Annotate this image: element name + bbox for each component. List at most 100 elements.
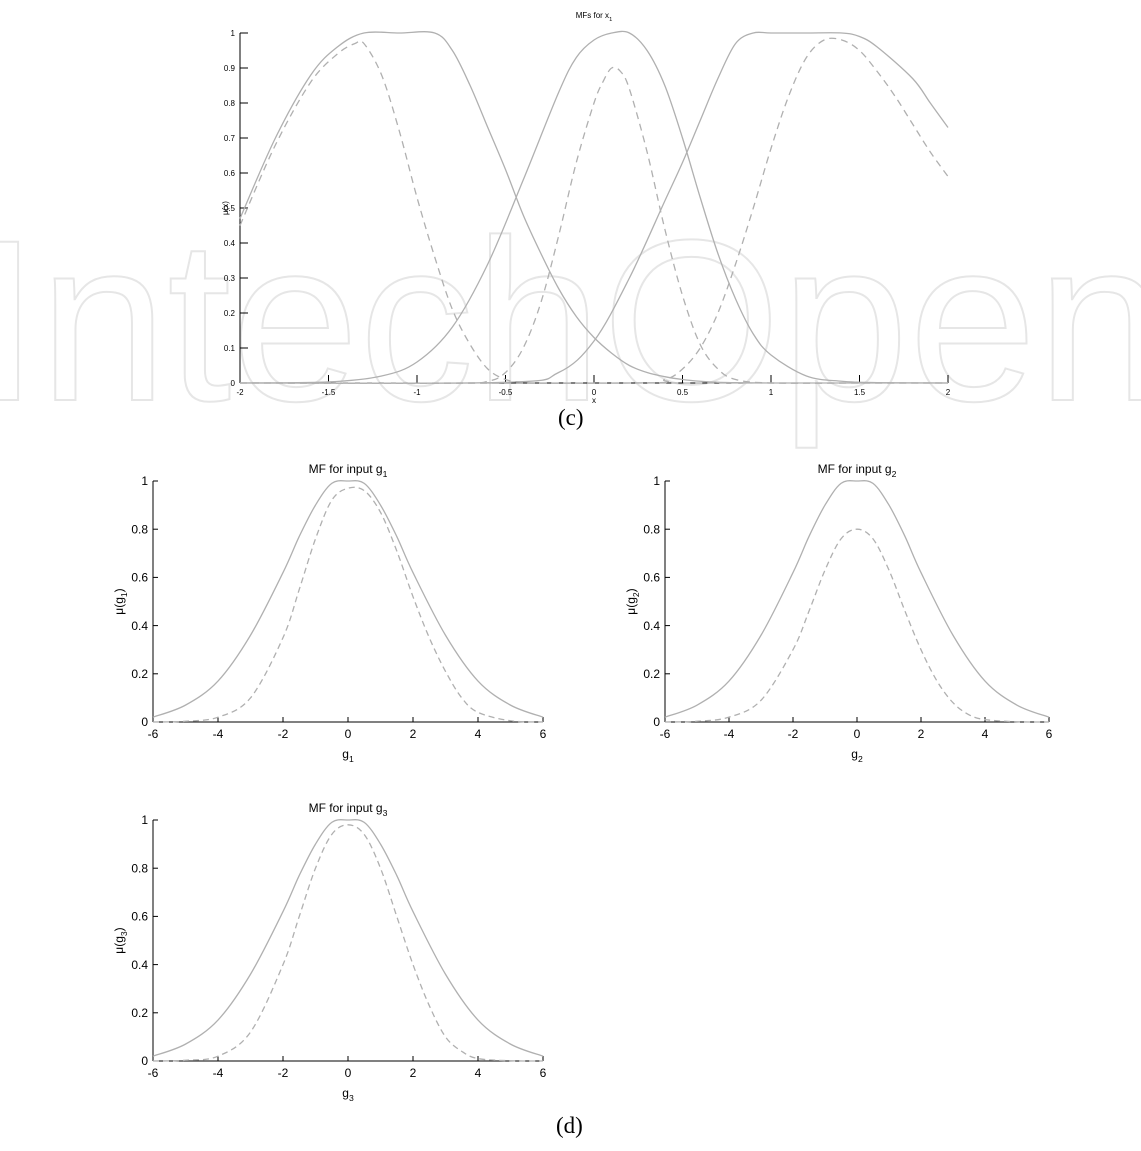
- y-tick-label: 0.6: [643, 571, 660, 585]
- chart-title-sub: 1: [383, 469, 388, 479]
- chart-title: MF for input g1: [309, 462, 388, 479]
- x-tick-label: -2: [236, 388, 244, 397]
- x-tick-label: 2: [410, 1066, 417, 1080]
- y-tick-label: 0.8: [131, 522, 148, 536]
- x-tick-label: 0: [592, 388, 597, 397]
- x-tick-label: 4: [982, 727, 989, 741]
- y-tick-label: 1: [653, 474, 660, 488]
- chart-title: MFs for x1: [576, 11, 613, 23]
- chart-title-sub: 1: [609, 17, 612, 23]
- y-axis-label: μ(g2): [624, 588, 641, 614]
- series-line-5-solid: [239, 31, 949, 384]
- caption-d: (d): [556, 1113, 583, 1138]
- x-tick-label: -6: [660, 727, 671, 741]
- y-tick-label: 0.2: [224, 309, 236, 318]
- y-tick-label: 0.7: [224, 134, 236, 143]
- y-axis-label-close: ): [624, 588, 638, 592]
- x-axis-label: g2: [851, 747, 863, 764]
- y-tick-label: 0: [141, 1054, 148, 1068]
- y-axis-label-main: μ(g: [112, 936, 126, 954]
- x-axis-label-sub: 3: [349, 1093, 354, 1103]
- x-tick-label: -2: [278, 1066, 289, 1080]
- x-tick-label: 1: [769, 388, 774, 397]
- series-line-1-solid: [152, 819, 544, 1057]
- x-tick-label: -4: [724, 727, 735, 741]
- y-axis-label-close: ): [112, 927, 126, 931]
- x-tick-label: -0.5: [499, 388, 513, 397]
- y-axis-label-main: μ(x): [221, 201, 230, 215]
- series-line-1-solid: [664, 480, 1050, 718]
- y-axis-label-sub: 1: [119, 592, 129, 597]
- series-line-4-dashed: [239, 66, 948, 384]
- series-line-2-dashed: [664, 528, 1050, 723]
- x-tick-label: 0: [345, 727, 352, 741]
- y-tick-label: 0: [231, 379, 236, 388]
- caption-c: (c): [558, 405, 584, 430]
- chart-title-main: MF for input g: [818, 462, 892, 476]
- x-axis-label: x: [592, 396, 596, 405]
- x-axis-label-sub: 1: [349, 754, 354, 764]
- y-tick-label: 0.9: [224, 64, 236, 73]
- chart-title-sub: 3: [383, 808, 388, 818]
- y-tick-label: 0.3: [224, 274, 236, 283]
- x-tick-label: 0: [345, 1066, 352, 1080]
- x-tick-label: 0.5: [677, 388, 689, 397]
- y-tick-label: 0.8: [131, 861, 148, 875]
- x-axis-label-main: g: [342, 747, 349, 761]
- series-line-6-dashed: [239, 37, 949, 384]
- y-axis-label-sub: 3: [119, 931, 129, 936]
- x-axis-label-sub: 2: [858, 754, 863, 764]
- series-line-2-dashed: [152, 824, 544, 1062]
- x-tick-label: -1: [413, 388, 421, 397]
- y-tick-label: 0.4: [224, 239, 236, 248]
- x-axis-label-main: g: [342, 1086, 349, 1100]
- x-tick-label: 2: [918, 727, 925, 741]
- y-tick-label: 0: [653, 715, 660, 729]
- x-tick-label: -1.5: [322, 388, 336, 397]
- x-tick-label: -4: [213, 727, 224, 741]
- chart-title-main: MF for input g: [309, 801, 383, 815]
- chart-title: MF for input g3: [309, 801, 388, 818]
- chart-mfs-x1: -2 -1.5 -1 -0.5 0 0.5 1 1.5 2 0 0.1 0.2 0.3 0.4 0.5 0.6…: [221, 11, 951, 405]
- y-axis-label-main: μ(g: [624, 597, 638, 615]
- x-axis-label-main: x: [592, 396, 596, 405]
- y-axis-label: μ(x): [221, 201, 230, 215]
- y-tick-label: 0.4: [131, 619, 148, 633]
- x-tick-label: -2: [788, 727, 799, 741]
- y-tick-label: 0.6: [131, 910, 148, 924]
- y-axis-label-close: ): [112, 588, 126, 592]
- x-tick-label: 6: [1046, 727, 1053, 741]
- x-tick-label: -6: [148, 1066, 159, 1080]
- chart-title-main: MFs for x: [576, 11, 609, 20]
- y-axis-label-main: μ(g: [112, 597, 126, 615]
- x-tick-label: 6: [540, 1066, 547, 1080]
- x-axis-label-main: g: [851, 747, 858, 761]
- y-tick-label: 0.4: [643, 619, 660, 633]
- y-tick-label: 1: [141, 813, 148, 827]
- x-tick-label: -6: [148, 727, 159, 741]
- series-line-2-dashed: [239, 40, 948, 384]
- y-tick-label: 0.2: [131, 667, 148, 681]
- series-line-3-solid: [239, 30, 949, 384]
- y-tick-label: 0.8: [224, 99, 236, 108]
- y-tick-label: 0.6: [131, 571, 148, 585]
- x-axis-label: g3: [342, 1086, 354, 1103]
- y-tick-label: 0.8: [643, 522, 660, 536]
- x-tick-label: -2: [278, 727, 289, 741]
- series-line-2-dashed: [152, 486, 544, 723]
- series-line-1-solid: [239, 31, 948, 384]
- chart-title: MF for input g2: [818, 462, 897, 479]
- y-tick-label: 0.1: [224, 344, 236, 353]
- y-tick-label: 1: [231, 29, 236, 38]
- y-tick-label: 0: [141, 715, 148, 729]
- x-tick-label: -4: [213, 1066, 224, 1080]
- x-tick-label: 1.5: [854, 388, 866, 397]
- x-tick-label: 6: [540, 727, 547, 741]
- y-tick-label: 0.2: [131, 1006, 148, 1020]
- y-axis-label: μ(g1): [112, 588, 129, 614]
- chart-title-main: MF for input g: [309, 462, 383, 476]
